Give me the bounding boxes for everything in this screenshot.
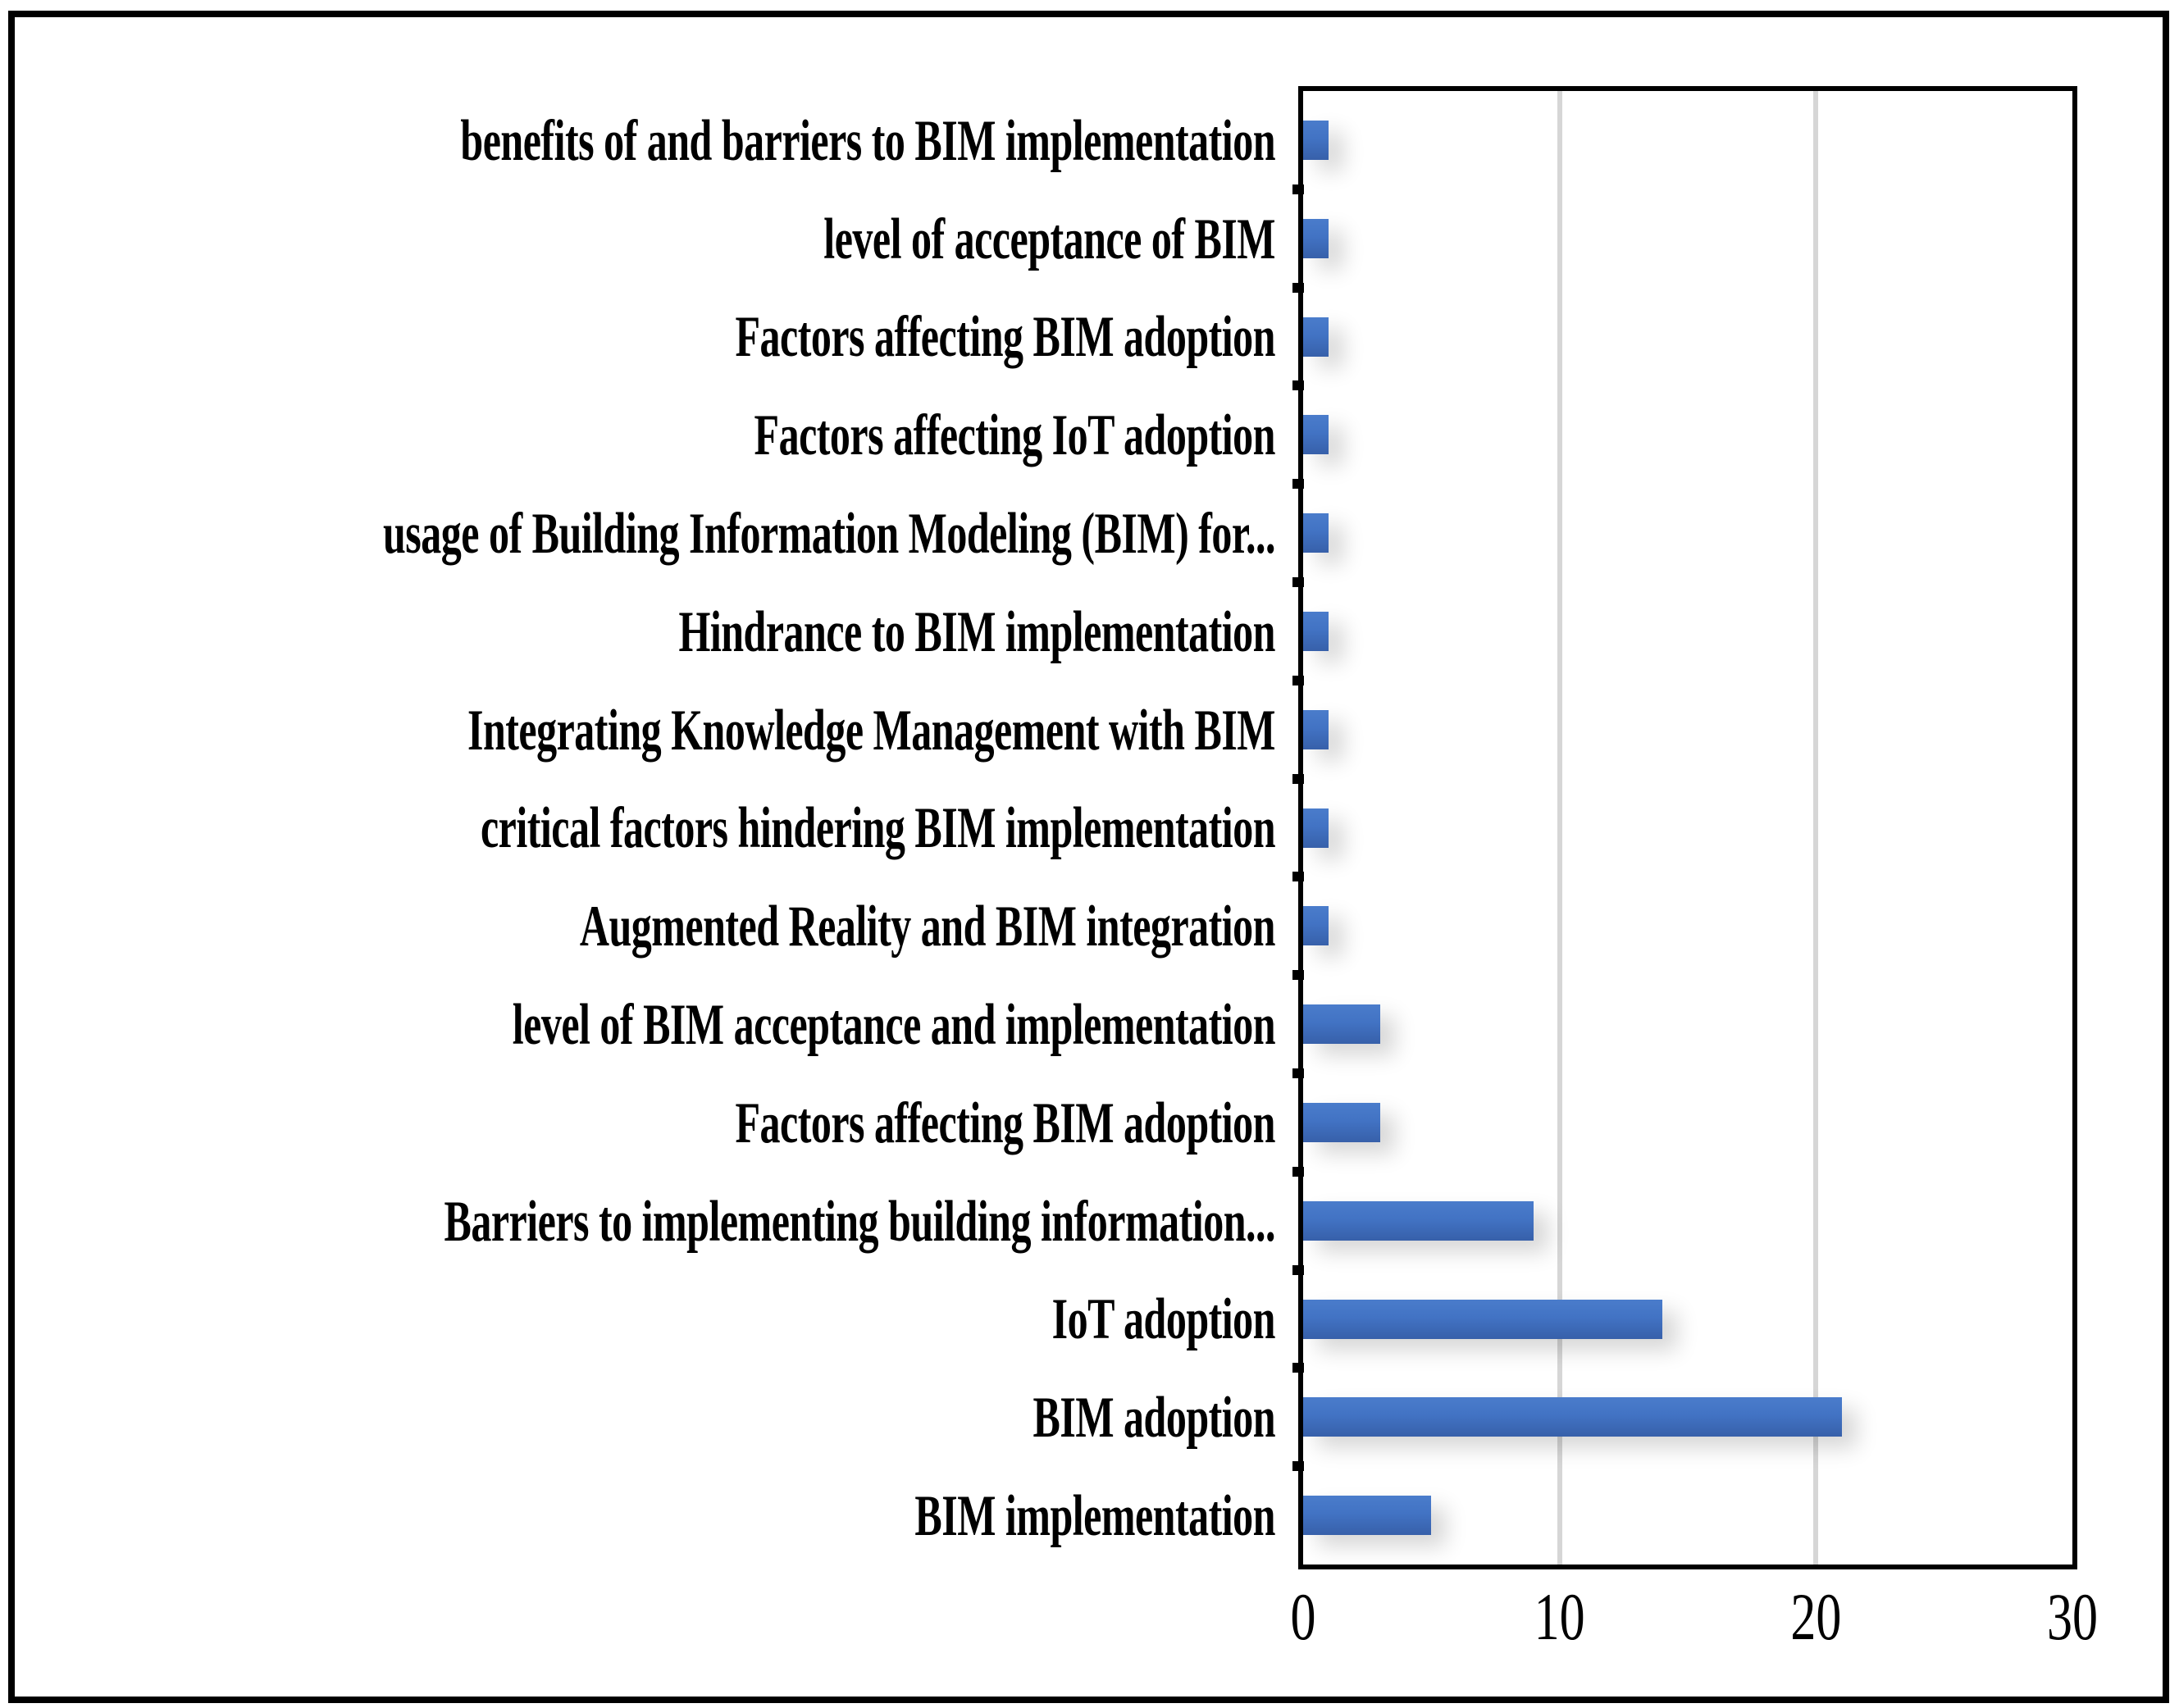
category-axis-tick xyxy=(1292,184,1304,194)
bar xyxy=(1303,808,1329,848)
category-axis-tick xyxy=(1292,872,1304,882)
category-label: IoT adoption xyxy=(1051,1286,1276,1352)
category-label: Augmented Reality and BIM integration xyxy=(579,893,1276,959)
category-label: BIM adoption xyxy=(1033,1384,1276,1451)
category-label: Factors affecting BIM adoption xyxy=(735,303,1275,370)
bar xyxy=(1303,1200,1534,1241)
bar xyxy=(1303,317,1329,357)
category-axis-tick xyxy=(1292,1461,1304,1472)
category-axis-tick xyxy=(1292,970,1304,981)
bar xyxy=(1303,611,1329,651)
category-axis-tick xyxy=(1292,1068,1304,1078)
x-tick-label: 30 xyxy=(2047,1580,2098,1655)
category-axis-tick xyxy=(1292,577,1304,587)
category-label: Factors affecting BIM adoption xyxy=(735,1090,1275,1155)
bar xyxy=(1303,1397,1842,1437)
plot-area xyxy=(1292,86,2077,1569)
bar xyxy=(1303,513,1329,553)
category-axis-tick xyxy=(1292,282,1304,293)
bar xyxy=(1303,218,1329,258)
category-label: benefits of and barriers to BIM implemen… xyxy=(460,107,1275,173)
category-label: level of BIM acceptance and implementati… xyxy=(512,991,1276,1057)
bar xyxy=(1303,1004,1380,1045)
x-tick-label: 20 xyxy=(1790,1580,1842,1655)
gridline xyxy=(1557,91,1562,1565)
bar xyxy=(1303,1496,1432,1536)
bar xyxy=(1303,415,1329,455)
category-axis-tick xyxy=(1292,1264,1304,1275)
bar xyxy=(1303,906,1329,946)
bar xyxy=(1303,709,1329,749)
x-tick-label: 0 xyxy=(1290,1580,1316,1655)
category-label: Hindrance to BIM implementation xyxy=(678,599,1275,664)
category-axis-tick xyxy=(1292,1363,1304,1373)
category-axis-tick xyxy=(1292,380,1304,391)
category-label: usage of Building Information Modeling (… xyxy=(382,500,1276,566)
category-label: BIM implementation xyxy=(914,1483,1275,1548)
category-axis-tick xyxy=(1292,773,1304,784)
gridline xyxy=(1813,91,1819,1565)
bar xyxy=(1303,120,1329,160)
bar xyxy=(1303,1102,1380,1142)
category-axis-tick xyxy=(1292,479,1304,490)
category-axis-tick xyxy=(1292,675,1304,685)
category-label: critical factors hindering BIM implement… xyxy=(480,795,1276,861)
category-axis-tick xyxy=(1292,1166,1304,1177)
category-label: Integrating Knowledge Management with BI… xyxy=(467,696,1276,763)
bar xyxy=(1303,1299,1662,1339)
category-label: level of acceptance of BIM xyxy=(823,205,1275,271)
category-label: Barriers to implementing building inform… xyxy=(444,1187,1276,1254)
x-tick-label: 10 xyxy=(1534,1580,1585,1655)
category-label: Factors affecting IoT adoption xyxy=(754,402,1276,468)
